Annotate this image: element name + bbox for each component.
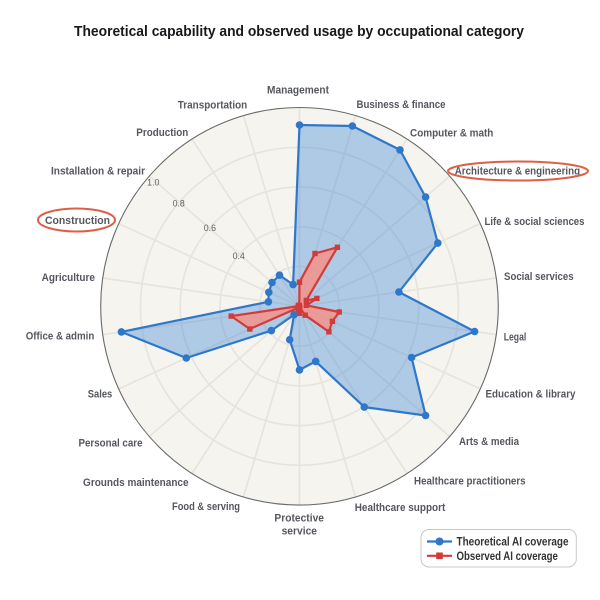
svg-text:0.6: 0.6 — [204, 223, 216, 233]
svg-text:Office & admin: Office & admin — [26, 331, 95, 343]
svg-text:Sales: Sales — [88, 389, 113, 401]
svg-text:Grounds maintenance: Grounds maintenance — [83, 477, 189, 489]
svg-text:Healthcare support: Healthcare support — [355, 502, 446, 514]
svg-text:Agriculture: Agriculture — [42, 272, 95, 284]
svg-text:Theoretical capability and obs: Theoretical capability and observed usag… — [74, 24, 524, 40]
svg-text:0.4: 0.4 — [233, 251, 245, 261]
svg-text:Protective: Protective — [274, 513, 324, 525]
svg-text:service: service — [282, 526, 317, 538]
svg-text:1.0: 1.0 — [147, 177, 159, 187]
svg-text:0.8: 0.8 — [173, 199, 185, 209]
svg-text:Installation & repair: Installation & repair — [51, 166, 146, 178]
svg-text:Observed AI coverage: Observed AI coverage — [457, 549, 559, 563]
svg-text:Education & library: Education & library — [486, 389, 577, 401]
svg-text:Food & serving: Food & serving — [172, 501, 240, 513]
svg-text:Life & social sciences: Life & social sciences — [485, 216, 585, 228]
svg-text:Business & finance: Business & finance — [357, 99, 446, 111]
svg-text:Personal care: Personal care — [79, 438, 143, 450]
svg-text:Architecture & engineering: Architecture & engineering — [455, 166, 580, 178]
svg-text:Legal: Legal — [504, 332, 527, 344]
svg-text:Management: Management — [267, 85, 329, 97]
svg-text:Healthcare practitioners: Healthcare practitioners — [414, 476, 526, 488]
svg-text:Production: Production — [136, 127, 188, 139]
svg-text:Computer & math: Computer & math — [410, 128, 494, 140]
svg-text:Social services: Social services — [504, 271, 574, 283]
svg-text:Construction: Construction — [45, 215, 110, 227]
svg-text:Transportation: Transportation — [178, 99, 248, 111]
svg-text:Theoretical AI coverage: Theoretical AI coverage — [457, 535, 569, 549]
svg-text:Arts & media: Arts & media — [459, 436, 520, 448]
